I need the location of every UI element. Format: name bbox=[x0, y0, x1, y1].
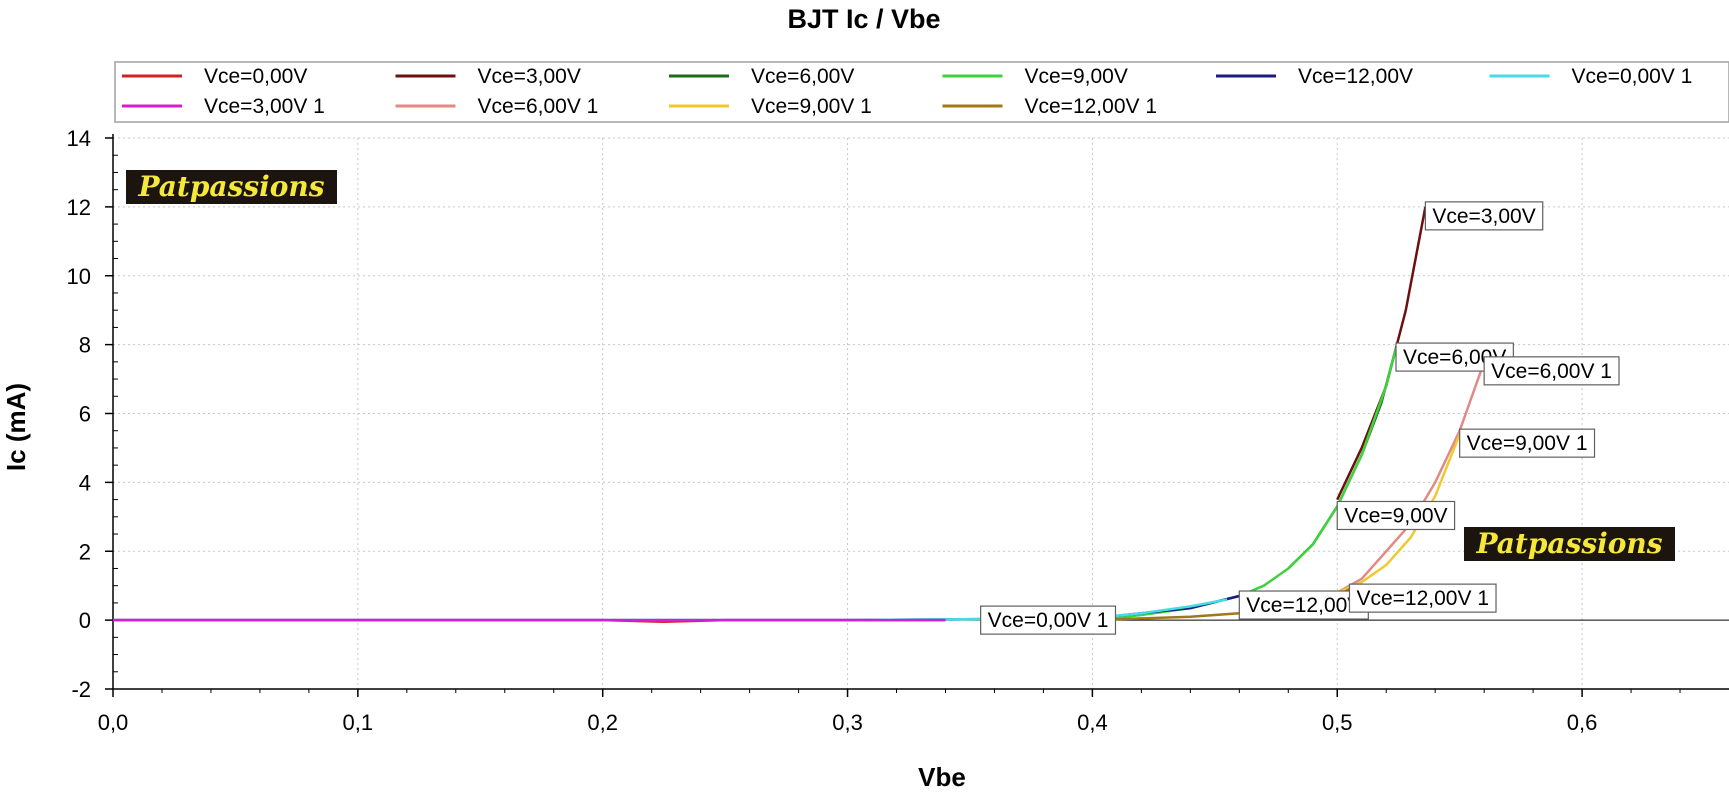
watermark-logo: Patpassions bbox=[126, 170, 337, 204]
x-tick-label: 0,1 bbox=[343, 710, 374, 735]
legend-label: Vce=12,00V 1 bbox=[1025, 95, 1158, 118]
x-tick-label: 0,6 bbox=[1567, 710, 1598, 735]
annotation-label: Vce=6,00V bbox=[1403, 346, 1506, 369]
y-tick-label: -2 bbox=[71, 677, 91, 702]
series-line-3 bbox=[1092, 347, 1398, 622]
annotation: Vce=12,00V 1 bbox=[1348, 583, 1497, 613]
legend-label: Vce=9,00V bbox=[1025, 65, 1128, 88]
watermark-logo: Patpassions bbox=[1464, 527, 1675, 561]
x-tick-label: 0,2 bbox=[587, 710, 618, 735]
annotation-label: Vce=12,00V bbox=[1246, 594, 1361, 617]
series-lines bbox=[113, 206, 1486, 624]
annotation: Vce=9,00V bbox=[1336, 500, 1456, 531]
y-tick-label: 12 bbox=[67, 195, 91, 220]
legend-label: Vce=3,00V 1 bbox=[204, 95, 325, 118]
legend-label: Vce=12,00V bbox=[1298, 65, 1413, 88]
annotation: Vce=9,00V 1 bbox=[1459, 428, 1596, 458]
annotation-label: Vce=9,00V bbox=[1344, 504, 1447, 527]
y-tick-label: 4 bbox=[79, 470, 91, 495]
annotation-box bbox=[1424, 201, 1544, 231]
chart-title: BJT Ic / Vbe bbox=[787, 4, 940, 34]
annotation-box bbox=[1483, 356, 1620, 386]
y-axis-title: Ic (mA) bbox=[1, 383, 31, 471]
annotation-label: Vce=0,00V 1 bbox=[988, 609, 1109, 632]
legend-label: Vce=6,00V bbox=[751, 65, 854, 88]
y-tick-label: 6 bbox=[79, 402, 91, 427]
y-tick-label: 8 bbox=[79, 333, 91, 358]
legend-label: Vce=0,00V bbox=[204, 65, 307, 88]
axes: 0,0 0,1 0,2 0,3 0,4 0,5 0,6 -2 0 2 4 6 8 10 12 14 bbox=[67, 126, 1729, 735]
legend-label: Vce=9,00V 1 bbox=[751, 95, 872, 118]
series-line-7 bbox=[1336, 361, 1486, 594]
x-axis-title: Vbe bbox=[918, 762, 966, 792]
annotation-label: Vce=3,00V bbox=[1432, 205, 1535, 228]
annotation-label: Vce=9,00V 1 bbox=[1467, 432, 1588, 455]
y-tick-label: 2 bbox=[79, 539, 91, 564]
annotation-box bbox=[1459, 428, 1596, 458]
legend-label: Vce=3,00V bbox=[478, 65, 581, 88]
watermark-background bbox=[126, 170, 337, 204]
x-tick-label: 0,4 bbox=[1077, 710, 1108, 735]
annotation-box bbox=[980, 605, 1117, 635]
watermark-text: Patpassions bbox=[137, 170, 324, 203]
x-tick-label: 0,3 bbox=[832, 710, 863, 735]
y-tick-label: 0 bbox=[79, 608, 91, 633]
annotation: Vce=12,00V bbox=[1238, 590, 1369, 620]
annotation: Vce=6,00V 1 bbox=[1483, 356, 1620, 386]
annotation-label: Vce=12,00V 1 bbox=[1356, 587, 1489, 610]
annotation: Vce=3,00V bbox=[1424, 201, 1544, 231]
annotation-box bbox=[1348, 583, 1497, 613]
legend-label: Vce=6,00V 1 bbox=[478, 95, 599, 118]
x-tick-label: 0,0 bbox=[98, 710, 129, 735]
y-tick-label: 14 bbox=[67, 126, 91, 151]
annotation-box bbox=[1336, 500, 1456, 531]
annotation-label: Vce=6,00V 1 bbox=[1491, 360, 1612, 383]
series-line-2 bbox=[1287, 347, 1398, 570]
legend-frame bbox=[114, 61, 1729, 123]
watermarks: Patpassions Patpassions bbox=[126, 170, 1675, 561]
legend: Vce=0,00V Vce=3,00V Vce=6,00V Vce=9,00V Vce=… bbox=[114, 61, 1729, 123]
watermark-background bbox=[1464, 527, 1675, 561]
grid bbox=[113, 137, 1729, 689]
y-tick-label: 10 bbox=[67, 264, 91, 289]
x-tick-label: 0,5 bbox=[1322, 710, 1353, 735]
annotation: Vce=0,00V 1 bbox=[980, 605, 1117, 635]
watermark-text: Patpassions bbox=[1475, 527, 1662, 560]
legend-label: Vce=0,00V 1 bbox=[1572, 65, 1693, 88]
